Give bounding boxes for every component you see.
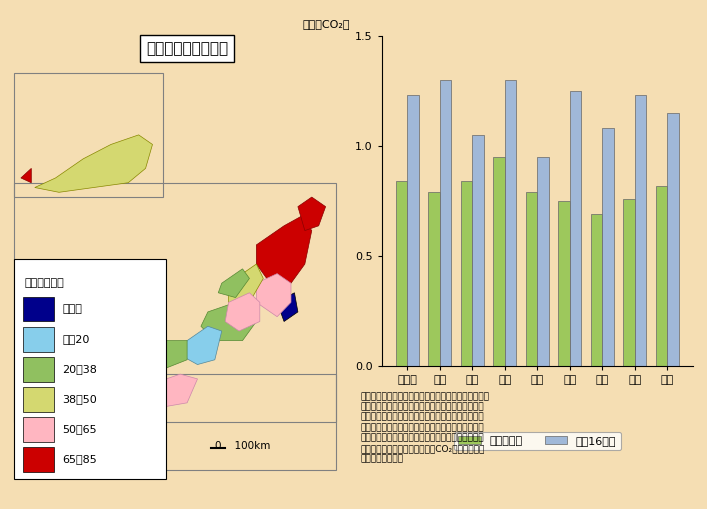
- Bar: [396, 181, 407, 366]
- Polygon shape: [21, 168, 31, 183]
- Bar: [493, 157, 505, 366]
- Polygon shape: [277, 293, 298, 322]
- Circle shape: [25, 418, 30, 426]
- Bar: [602, 128, 614, 366]
- Polygon shape: [62, 350, 132, 412]
- Legend: 平成２年度, 平成16年度: 平成２年度, 平成16年度: [454, 432, 621, 450]
- Bar: [472, 135, 484, 366]
- Circle shape: [18, 428, 24, 435]
- FancyBboxPatch shape: [14, 259, 166, 479]
- Polygon shape: [153, 374, 197, 408]
- Polygon shape: [35, 135, 153, 192]
- Bar: [624, 199, 635, 366]
- Bar: [537, 157, 549, 366]
- Polygon shape: [201, 302, 257, 341]
- Bar: [461, 181, 472, 366]
- Bar: [635, 95, 646, 366]
- Text: 0    100km: 0 100km: [215, 441, 270, 451]
- Bar: [591, 214, 602, 366]
- Bar: [656, 186, 667, 366]
- Text: 50～65: 50～65: [62, 424, 97, 434]
- FancyBboxPatch shape: [23, 417, 54, 442]
- Text: 65～85: 65～85: [62, 454, 98, 464]
- Bar: [526, 192, 537, 366]
- Polygon shape: [257, 274, 291, 317]
- Bar: [667, 113, 679, 366]
- Polygon shape: [298, 197, 326, 231]
- Text: 増加率（％）: 増加率（％）: [24, 278, 64, 289]
- Text: 地方圏で大幅に増加: 地方圏で大幅に増加: [146, 41, 228, 56]
- Bar: [559, 201, 570, 366]
- Polygon shape: [226, 293, 259, 331]
- Y-axis label: （トンCO₂）: （トンCO₂）: [302, 19, 349, 29]
- Bar: [440, 80, 451, 366]
- Circle shape: [46, 413, 52, 421]
- Bar: [428, 192, 440, 366]
- Polygon shape: [128, 341, 187, 370]
- FancyBboxPatch shape: [23, 327, 54, 352]
- Circle shape: [32, 409, 37, 416]
- Bar: [505, 80, 516, 366]
- Bar: [407, 95, 419, 366]
- Text: ５～20: ５～20: [62, 334, 90, 344]
- Text: （注）自家用乗用車、営業用乗用車、バス、鉄道を対
　　象として試算。自動車については地方別の燃料
　　消費量のデータを元に当該地方内の都府県の乗
　　用車保有台: （注）自家用乗用車、営業用乗用車、バス、鉄道を対 象として試算。自動車については…: [361, 392, 489, 463]
- Bar: [570, 91, 581, 366]
- Polygon shape: [228, 264, 263, 302]
- FancyBboxPatch shape: [23, 447, 54, 472]
- FancyBboxPatch shape: [23, 357, 54, 382]
- Text: 20～38: 20～38: [62, 364, 98, 374]
- Polygon shape: [257, 216, 312, 283]
- Text: 38～50: 38～50: [62, 394, 98, 404]
- Text: ０～５: ０～５: [62, 303, 82, 314]
- FancyBboxPatch shape: [23, 297, 54, 322]
- Polygon shape: [218, 269, 250, 298]
- Polygon shape: [180, 326, 222, 364]
- Circle shape: [39, 404, 45, 411]
- FancyBboxPatch shape: [23, 387, 54, 412]
